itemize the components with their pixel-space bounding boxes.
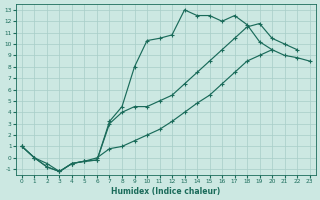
X-axis label: Humidex (Indice chaleur): Humidex (Indice chaleur) [111, 187, 220, 196]
